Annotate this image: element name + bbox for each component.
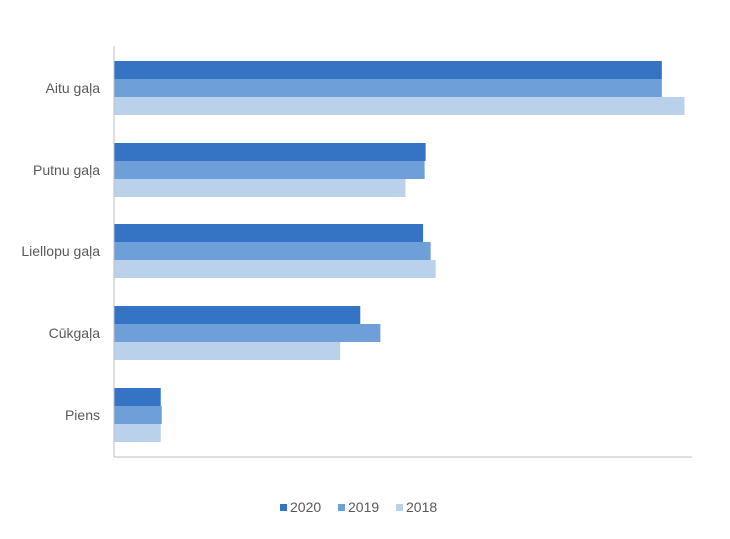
bar-liellopu-gala-2019 — [114, 242, 431, 260]
bar-piens-2020 — [114, 388, 161, 406]
bar-liellopu-gala-2020 — [114, 224, 424, 242]
category-labels: Aitu gaļa Putnu gaļa Liellopu gaļa Cūkgaļa P… — [21, 80, 100, 423]
bar-cukgala-2020 — [114, 306, 361, 324]
bar-aitu-gala-2018 — [114, 97, 685, 115]
legend-label-2018: 2018 — [406, 499, 437, 515]
legend-item-2019: 2019 — [338, 499, 379, 515]
bar-piens-2018 — [114, 424, 161, 442]
legend-item-2018: 2018 — [396, 499, 437, 515]
bar-aitu-gala-2020 — [114, 61, 662, 79]
axes — [113, 46, 692, 458]
legend-swatch-2020 — [280, 504, 287, 511]
legend: 2020 2019 2018 — [280, 499, 437, 515]
legend-swatch-2018 — [396, 504, 403, 511]
legend-label-2019: 2019 — [348, 499, 379, 515]
category-label-cukgala: Cūkgaļa — [49, 325, 101, 341]
bar-putnu-gala-2018 — [114, 179, 406, 197]
bar-putnu-gala-2020 — [114, 143, 426, 161]
legend-item-2020: 2020 — [280, 499, 321, 515]
bar-liellopu-gala-2018 — [114, 260, 436, 278]
category-label-aitu-gala: Aitu gaļa — [46, 80, 101, 96]
bar-putnu-gala-2019 — [114, 161, 425, 179]
bar-aitu-gala-2019 — [114, 79, 662, 97]
legend-swatch-2019 — [338, 504, 345, 511]
category-label-liellopu-gala: Liellopu gaļa — [21, 243, 100, 259]
category-label-putnu-gala: Putnu gaļa — [33, 162, 100, 178]
category-label-piens: Piens — [65, 407, 100, 423]
legend-label-2020: 2020 — [290, 499, 321, 515]
bar-cukgala-2018 — [114, 342, 341, 360]
bar-cukgala-2019 — [114, 324, 381, 342]
bar-piens-2019 — [114, 406, 162, 424]
bars — [114, 61, 685, 442]
